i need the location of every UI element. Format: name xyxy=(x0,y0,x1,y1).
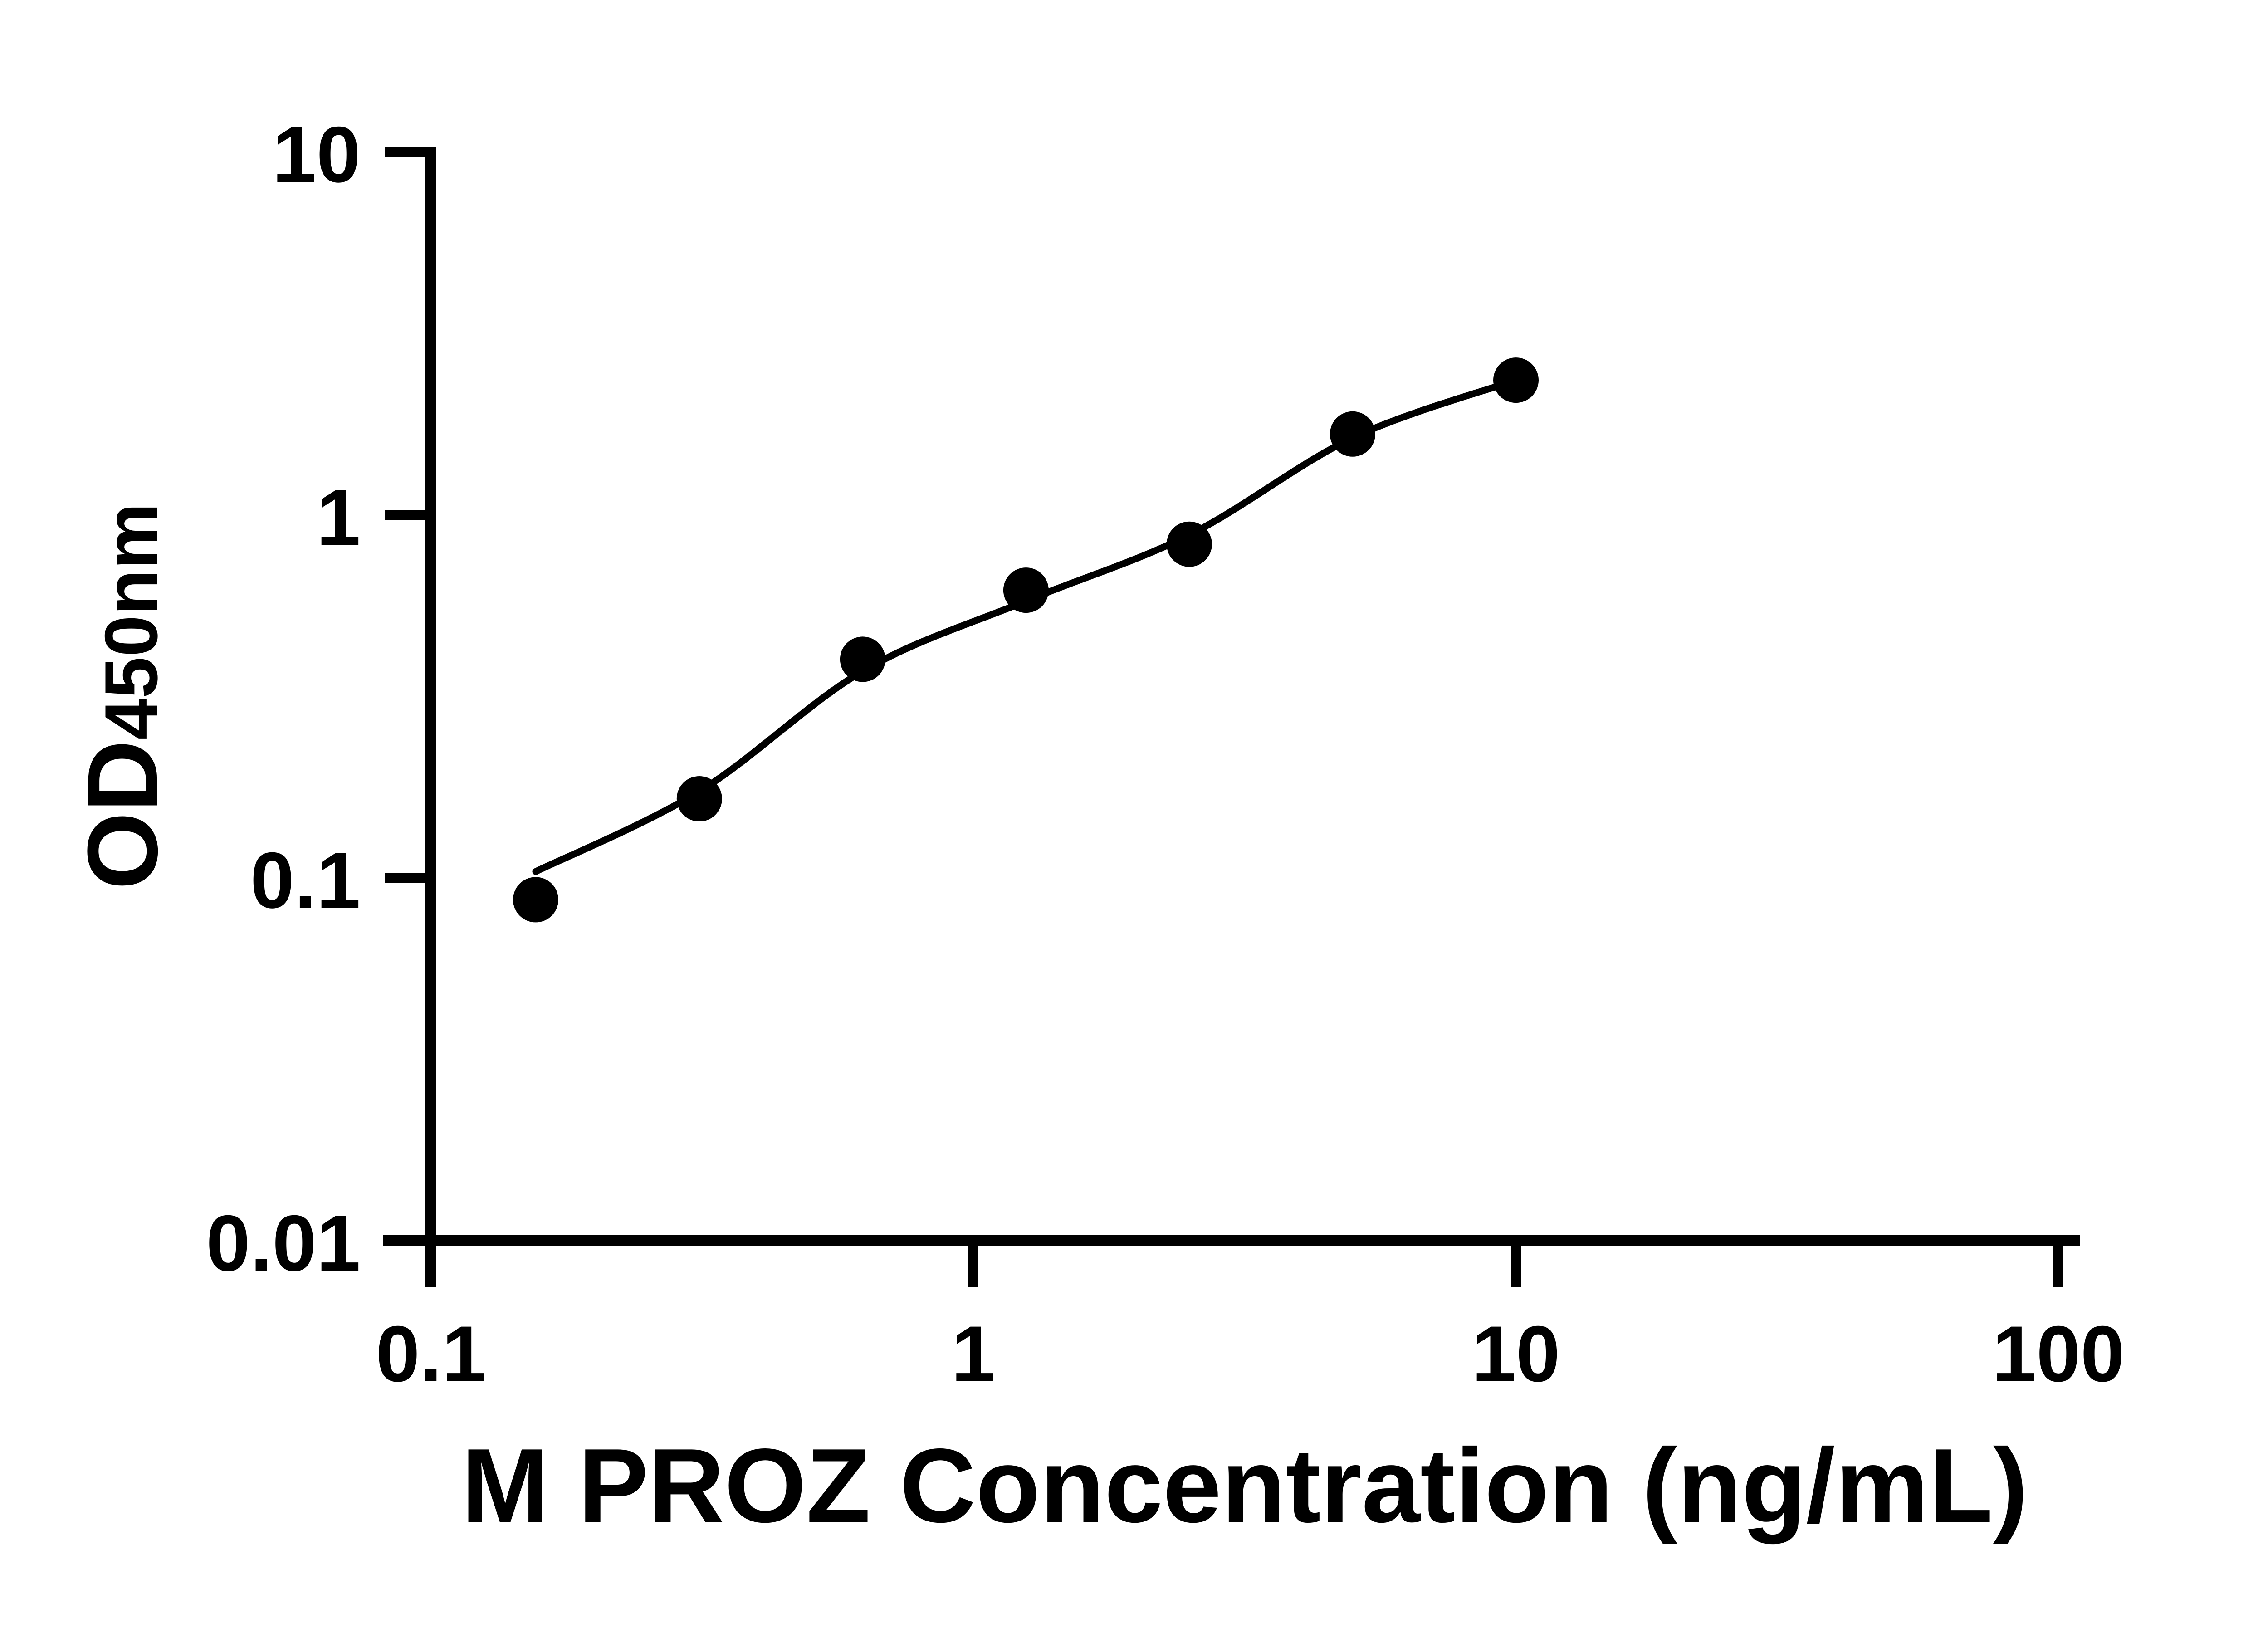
y-tick-label: 10 xyxy=(272,111,361,199)
x-tick-label: 10 xyxy=(1472,1310,1560,1398)
data-point xyxy=(1003,567,1049,613)
y-tick-label: 0.01 xyxy=(206,1199,361,1288)
data-point xyxy=(1330,411,1375,457)
data-point xyxy=(513,877,558,923)
y-tick-label: 1 xyxy=(317,474,361,562)
data-point xyxy=(840,636,885,682)
axes xyxy=(383,147,2080,1287)
y-axis-title-main: OD xyxy=(67,740,178,890)
data-points xyxy=(513,357,1539,923)
data-point xyxy=(1166,521,1212,567)
x-tick-label: 1 xyxy=(951,1310,995,1398)
x-tick-label: 0.1 xyxy=(376,1310,486,1398)
data-point xyxy=(1493,357,1539,403)
tick-marks xyxy=(385,147,2063,1287)
data-point xyxy=(676,776,722,821)
y-axis-title: OD450nm xyxy=(67,503,178,890)
y-tick-label: 0.1 xyxy=(250,836,361,925)
x-tick-label: 100 xyxy=(1992,1310,2125,1398)
y-axis-title-subscript: 450nm xyxy=(89,503,173,740)
x-axis-title: M PROZ Concentration (ng/mL) xyxy=(461,1427,2028,1545)
